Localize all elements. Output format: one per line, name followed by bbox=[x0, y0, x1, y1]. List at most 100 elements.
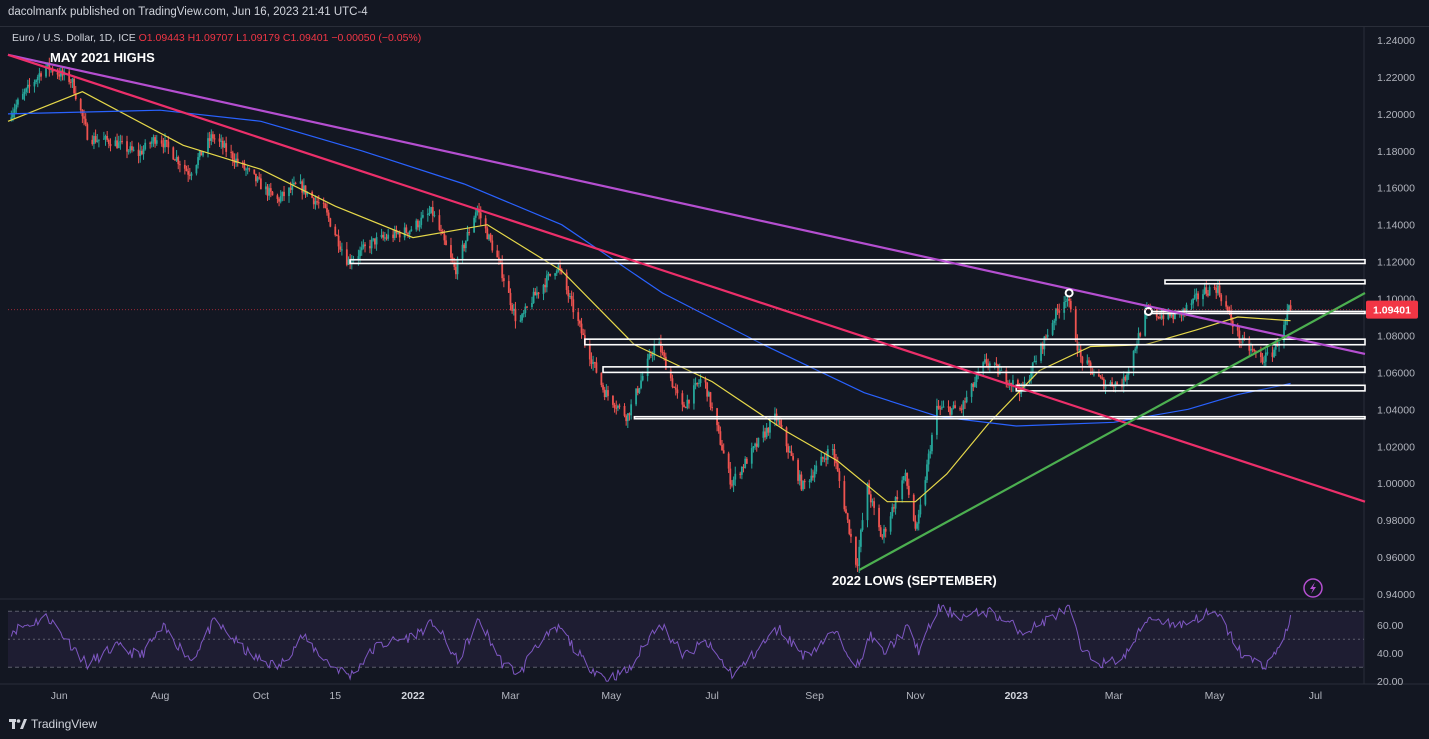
lightning-icon[interactable] bbox=[1303, 578, 1323, 598]
candle-body bbox=[230, 151, 233, 153]
candle-body bbox=[107, 139, 110, 144]
candle-body bbox=[23, 91, 26, 94]
candle-body bbox=[838, 471, 841, 482]
candle-body bbox=[48, 62, 51, 70]
candle-body bbox=[674, 387, 677, 390]
candle-body bbox=[188, 174, 191, 176]
candle-body bbox=[498, 257, 500, 260]
candle-body bbox=[823, 458, 826, 460]
candle-body bbox=[544, 284, 547, 288]
tradingview-brand: TradingView bbox=[31, 717, 98, 731]
candle-body bbox=[380, 234, 383, 238]
candle-body bbox=[894, 497, 897, 509]
candle-body bbox=[845, 509, 847, 514]
candle-body bbox=[1193, 294, 1196, 299]
candle-body bbox=[496, 250, 499, 258]
candle-body bbox=[1253, 349, 1256, 352]
candle-body bbox=[142, 149, 145, 155]
candle-body bbox=[372, 238, 375, 240]
candle-body bbox=[537, 292, 540, 294]
candle-body bbox=[347, 259, 350, 265]
candle-body bbox=[106, 136, 109, 140]
candle-body bbox=[235, 158, 237, 163]
candle-body bbox=[531, 302, 533, 308]
candle-body bbox=[755, 443, 758, 447]
last-price-tag bbox=[1366, 300, 1418, 319]
candle-body bbox=[1012, 380, 1014, 385]
candle-body bbox=[502, 278, 505, 282]
price-tick-label: 1.24000 bbox=[1377, 35, 1415, 47]
candle-body bbox=[975, 374, 978, 383]
candle-body bbox=[628, 413, 631, 416]
support-resistance-zone bbox=[633, 415, 1366, 420]
candle-body bbox=[375, 237, 378, 245]
candle-body bbox=[484, 218, 487, 229]
candle-body bbox=[983, 359, 986, 363]
candle-body bbox=[970, 383, 973, 397]
candle-body bbox=[750, 448, 753, 464]
candle-body bbox=[35, 80, 37, 82]
candle-body bbox=[590, 359, 593, 364]
candle-body bbox=[96, 140, 99, 142]
candle-body bbox=[357, 256, 360, 260]
candle-body bbox=[221, 140, 224, 148]
candle-body bbox=[859, 529, 862, 547]
candle-body bbox=[803, 480, 806, 483]
candle-body bbox=[683, 404, 685, 408]
time-tick-label: Oct bbox=[253, 690, 269, 702]
legend-open: O1.09443 bbox=[136, 32, 185, 44]
candle-body bbox=[1134, 348, 1137, 351]
candle-body bbox=[1097, 374, 1100, 377]
candle-body bbox=[884, 528, 887, 532]
candle-body bbox=[630, 404, 633, 416]
candle-body bbox=[84, 118, 87, 125]
legend-low: L1.09179 bbox=[233, 32, 280, 44]
time-tick-label: Sep bbox=[805, 690, 824, 702]
pivot-marker bbox=[1064, 288, 1074, 298]
candle-body bbox=[972, 383, 975, 387]
candle-body bbox=[312, 197, 315, 205]
tradingview-logo[interactable]: TradingView bbox=[9, 717, 97, 731]
candle-body bbox=[433, 215, 436, 217]
candle-body bbox=[415, 220, 418, 230]
candle-body bbox=[1045, 336, 1047, 338]
candle-body bbox=[600, 372, 603, 386]
candle-body bbox=[717, 425, 720, 432]
candle-body bbox=[175, 157, 178, 161]
candle-body bbox=[294, 182, 297, 184]
candle-body bbox=[1170, 314, 1173, 317]
lightning-icon-ring bbox=[1303, 578, 1323, 598]
candle-body bbox=[694, 382, 697, 386]
candle-body bbox=[727, 453, 730, 469]
candle-body bbox=[706, 382, 709, 397]
candle-body bbox=[855, 536, 857, 565]
candle-body bbox=[258, 177, 261, 179]
candle-body bbox=[659, 341, 662, 353]
candle-body bbox=[648, 354, 651, 359]
time-tick-label: May bbox=[601, 690, 622, 702]
candle-body bbox=[220, 140, 223, 142]
candle-body bbox=[114, 140, 117, 147]
candle-body bbox=[369, 246, 371, 249]
time-tick-label: 2023 bbox=[1005, 690, 1029, 702]
candle-body bbox=[299, 181, 302, 184]
price-chart[interactable]: 1.24000 1.22000 1.20000 1.18000 1.16000 1.140… bbox=[0, 0, 1429, 712]
candle-body bbox=[1030, 373, 1033, 380]
candle-body bbox=[693, 385, 695, 404]
price-tick-label: 1.04000 bbox=[1377, 404, 1415, 416]
candle-body bbox=[1284, 320, 1287, 325]
candle-body bbox=[218, 138, 221, 142]
candle-body bbox=[927, 453, 930, 465]
candle-body bbox=[676, 389, 679, 394]
candle-body bbox=[172, 147, 175, 160]
candle-body bbox=[374, 238, 376, 245]
candle-body bbox=[288, 187, 290, 197]
candle-body bbox=[1273, 349, 1275, 357]
candle-body bbox=[301, 181, 304, 193]
candle-body bbox=[866, 483, 869, 521]
candle-body bbox=[764, 431, 766, 438]
candle-body bbox=[1000, 369, 1003, 371]
candle-body bbox=[364, 244, 366, 247]
candle-body bbox=[1192, 298, 1195, 304]
candle-body bbox=[334, 226, 337, 236]
